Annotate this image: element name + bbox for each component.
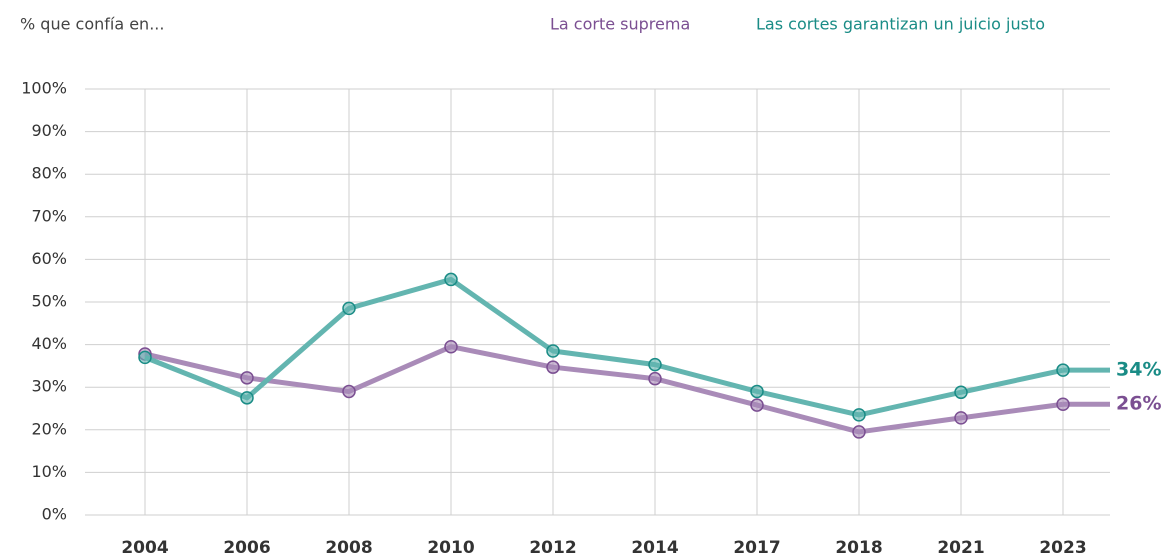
- x-tick-label: 2006: [223, 538, 270, 558]
- point: [1056, 363, 1070, 377]
- point: [240, 371, 254, 385]
- y-tick-label: 60%: [31, 249, 67, 268]
- y-tick-label: 0%: [42, 505, 67, 524]
- x-tick-label: 2004: [121, 538, 168, 558]
- point: [342, 301, 356, 316]
- point: [1056, 397, 1070, 411]
- point: [750, 384, 764, 399]
- x-tick-label: 2010: [427, 538, 474, 558]
- point: [648, 371, 662, 386]
- chart-subtitle: % que confía en...: [20, 15, 164, 34]
- y-tick-label: 20%: [31, 419, 67, 438]
- point: [648, 357, 662, 372]
- x-tick-label: 2018: [835, 538, 882, 558]
- point: [546, 344, 560, 358]
- series-line: [144, 276, 1064, 418]
- point: [444, 339, 458, 354]
- point: [444, 272, 458, 287]
- x-tick-label: 2023: [1039, 538, 1086, 558]
- end-label: 26%: [1116, 393, 1161, 415]
- point: [342, 384, 356, 399]
- y-tick-label: 90%: [31, 121, 67, 140]
- y-tick-label: 80%: [31, 164, 67, 183]
- y-tick-label: 30%: [31, 377, 67, 396]
- y-tick-label: 50%: [31, 292, 67, 311]
- y-tick-label: 10%: [31, 462, 67, 481]
- point: [138, 350, 152, 365]
- x-tick-label: 2021: [937, 538, 984, 558]
- legend-label: La corte suprema: [550, 15, 690, 34]
- end-label: 34%: [1116, 359, 1161, 381]
- series-line: [144, 344, 1064, 435]
- point: [240, 391, 254, 405]
- point: [546, 360, 560, 374]
- y-tick-label: 40%: [31, 334, 67, 353]
- legend-label: Las cortes garantizan un juicio justo: [756, 15, 1045, 34]
- y-tick-label: 70%: [31, 206, 67, 225]
- x-tick-label: 2017: [733, 538, 780, 558]
- point: [852, 408, 866, 422]
- point: [852, 425, 866, 439]
- point: [954, 411, 968, 425]
- point: [750, 398, 764, 412]
- x-tick-label: 2008: [325, 538, 372, 558]
- x-tick-label: 2014: [631, 538, 678, 558]
- x-tick-label: 2012: [529, 538, 576, 558]
- y-tick-label: 100%: [21, 79, 67, 98]
- point: [954, 385, 968, 400]
